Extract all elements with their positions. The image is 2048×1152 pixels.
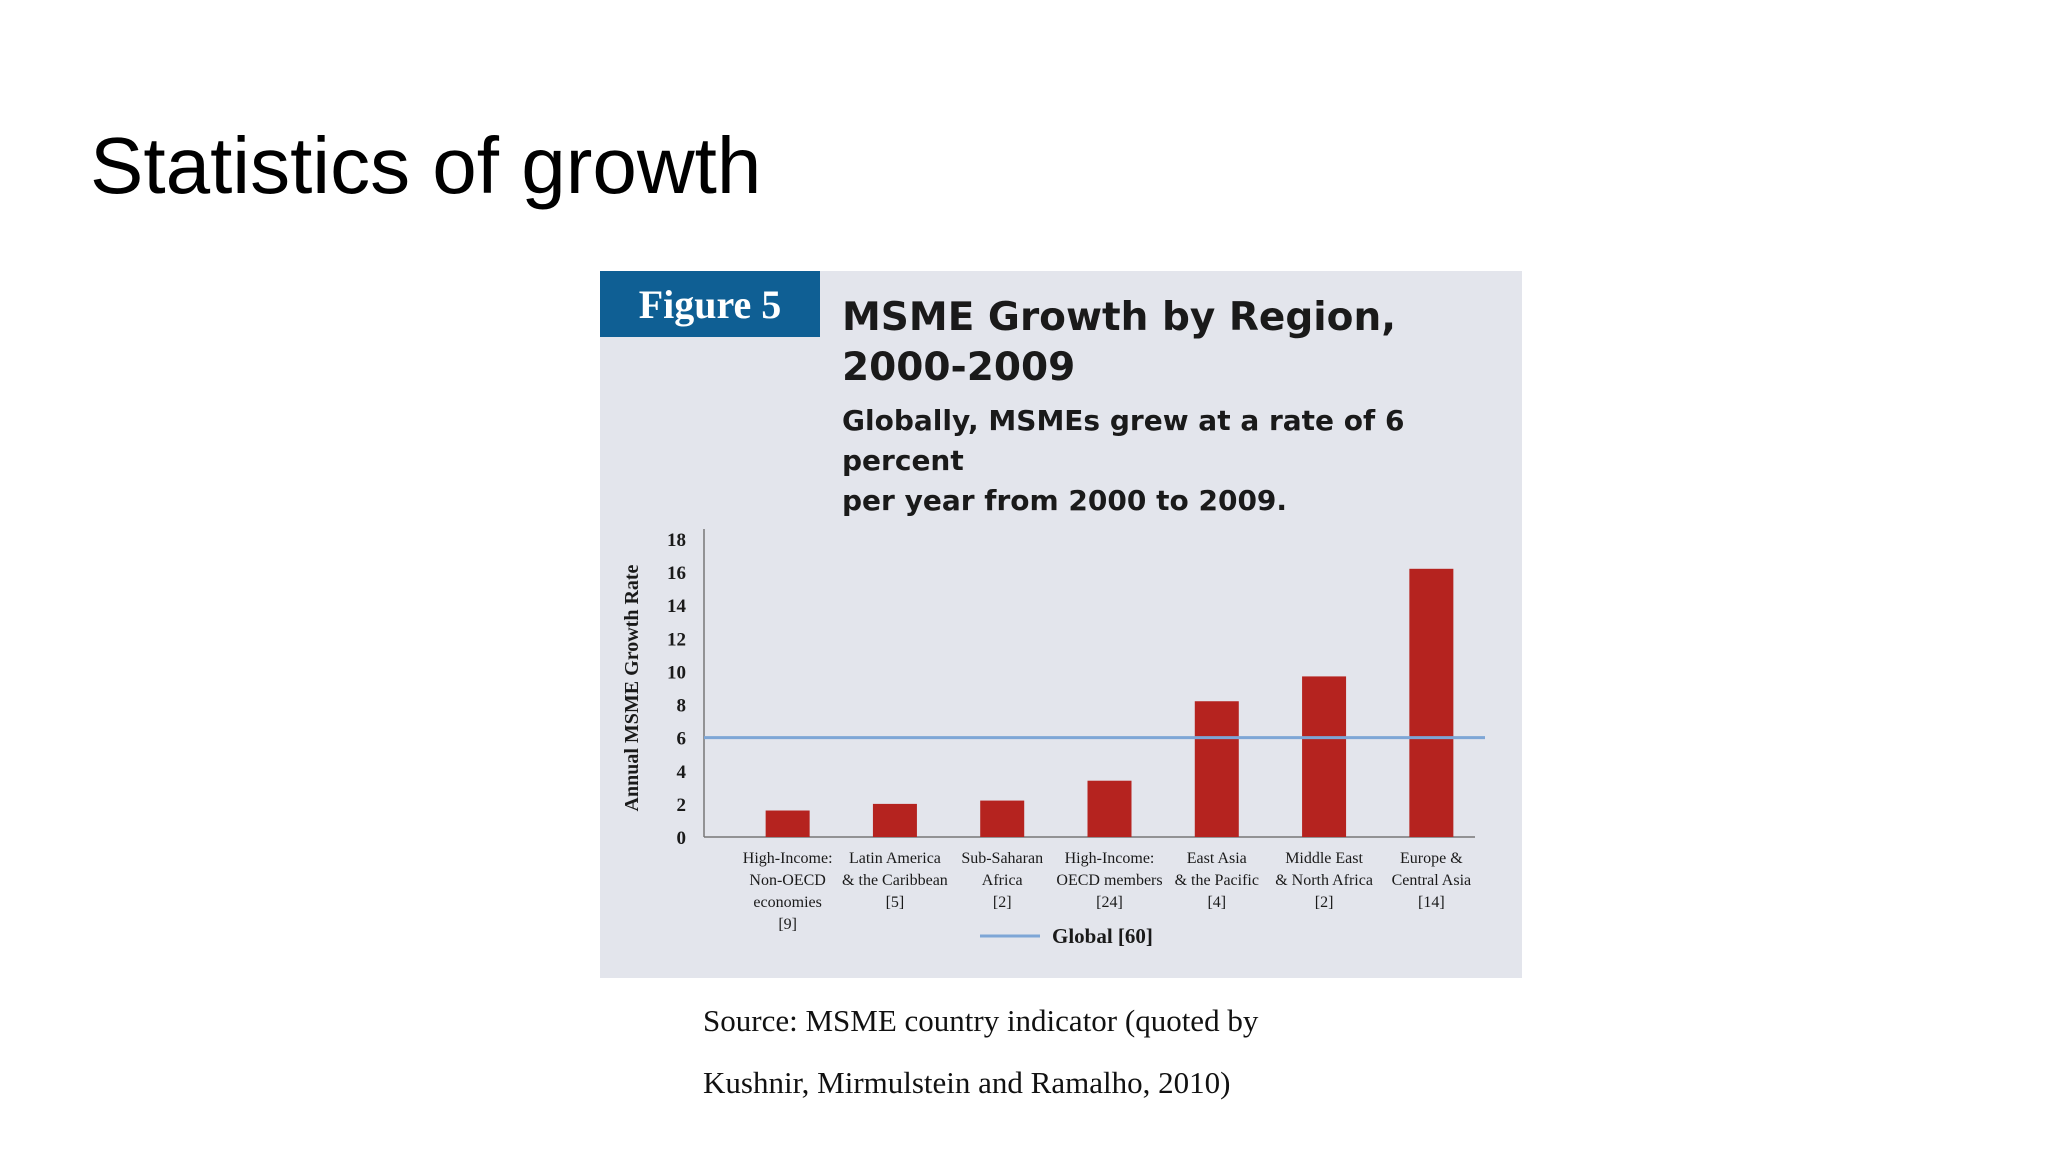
legend-label: Global [60] xyxy=(1052,924,1153,948)
x-tick-label-line: Africa xyxy=(982,872,1023,889)
y-tick-label: 16 xyxy=(667,563,686,584)
x-tick-label: East Asia & the Pacific [4] xyxy=(1175,850,1259,911)
bar xyxy=(765,810,810,837)
y-tick-label: 2 xyxy=(677,795,687,816)
x-tick-label-line: & North Africa xyxy=(1275,872,1373,889)
x-tick-label-line: Central Asia xyxy=(1392,872,1472,889)
bar xyxy=(1409,568,1454,837)
bar xyxy=(980,800,1025,837)
y-tick-label: 10 xyxy=(667,662,686,683)
bar-chart: Annual MSME Growth Rate 0 2 4 6 8 10 12 14 16 18 Hi… xyxy=(621,529,1485,948)
x-tick-label-line: economies xyxy=(753,894,821,911)
x-tick-label-line: [2] xyxy=(1315,894,1334,911)
chart-title-line1: MSME Growth by Region, xyxy=(842,295,1397,340)
source-citation: Source: MSME country indicator (quoted b… xyxy=(703,990,1440,1114)
x-tick-label-line: & the Pacific xyxy=(1175,872,1259,889)
x-tick-label-line: [4] xyxy=(1207,894,1226,911)
x-tick-label: Europe & Central Asia [14] xyxy=(1392,850,1472,911)
x-tick-label-line: [5] xyxy=(886,894,905,911)
bar xyxy=(1087,780,1132,837)
x-tick-label-line: [24] xyxy=(1096,894,1123,911)
x-tick-label-line: Sub-Saharan xyxy=(961,850,1043,867)
x-tick-label-line: [9] xyxy=(778,916,797,933)
chart-title: MSME Growth by Region, 2000-2009 xyxy=(842,293,1442,393)
y-tick-label: 18 xyxy=(667,530,686,551)
figure-panel: Figure 5 MSME Growth by Region, 2000-200… xyxy=(600,271,1522,978)
x-tick-label-line: Latin America xyxy=(849,850,941,867)
x-tick-label-line: [14] xyxy=(1418,894,1445,911)
bar xyxy=(1302,676,1347,837)
x-tick-label-line: [2] xyxy=(993,894,1012,911)
x-tick-label-line: High-Income: xyxy=(1065,850,1155,867)
chart-subtitle-line1: Globally, MSMEs grew at a rate of 6 perc… xyxy=(842,404,1405,477)
x-tick-label-line: Middle East xyxy=(1285,850,1363,867)
chart-title-line2: 2000-2009 xyxy=(842,345,1076,390)
y-tick-label: 8 xyxy=(677,696,687,717)
x-tick-label: Latin America & the Caribbean [5] xyxy=(842,850,948,911)
x-tick-label-line: & the Caribbean xyxy=(842,872,948,889)
y-tick-label: 6 xyxy=(677,729,687,750)
source-line2: Kushnir, Mirmulstein and Ramalho, 2010) xyxy=(703,1065,1231,1100)
figure-label: Figure 5 xyxy=(600,271,820,337)
x-tick-label: Middle East & North Africa [2] xyxy=(1275,850,1373,911)
slide-title: Statistics of growth xyxy=(90,121,762,210)
x-tick-label: High-Income: OECD members [24] xyxy=(1056,850,1162,911)
y-axis-label: Annual MSME Growth Rate xyxy=(621,564,643,811)
y-tick-label: 4 xyxy=(677,762,687,783)
x-tick-label: High-Income: Non-OECD economies [9] xyxy=(743,850,833,933)
source-line1: Source: MSME country indicator (quoted b… xyxy=(703,1003,1259,1038)
chart-subtitle-line2: per year from 2000 to 2009. xyxy=(842,484,1288,517)
y-tick-label: 0 xyxy=(677,828,687,849)
x-tick-label-line: East Asia xyxy=(1187,850,1247,867)
x-tick-label-line: Non-OECD xyxy=(749,872,825,889)
x-tick-label-line: OECD members xyxy=(1056,872,1162,889)
x-tick-label-line: Europe & xyxy=(1400,850,1463,867)
y-tick-label: 12 xyxy=(667,629,686,650)
chart-subtitle: Globally, MSMEs grew at a rate of 6 perc… xyxy=(842,401,1502,521)
bar xyxy=(1194,701,1239,837)
x-tick-label: Sub-Saharan Africa [2] xyxy=(961,850,1043,911)
bar xyxy=(872,803,917,837)
x-tick-label-line: High-Income: xyxy=(743,850,833,867)
y-tick-label: 14 xyxy=(667,596,687,617)
